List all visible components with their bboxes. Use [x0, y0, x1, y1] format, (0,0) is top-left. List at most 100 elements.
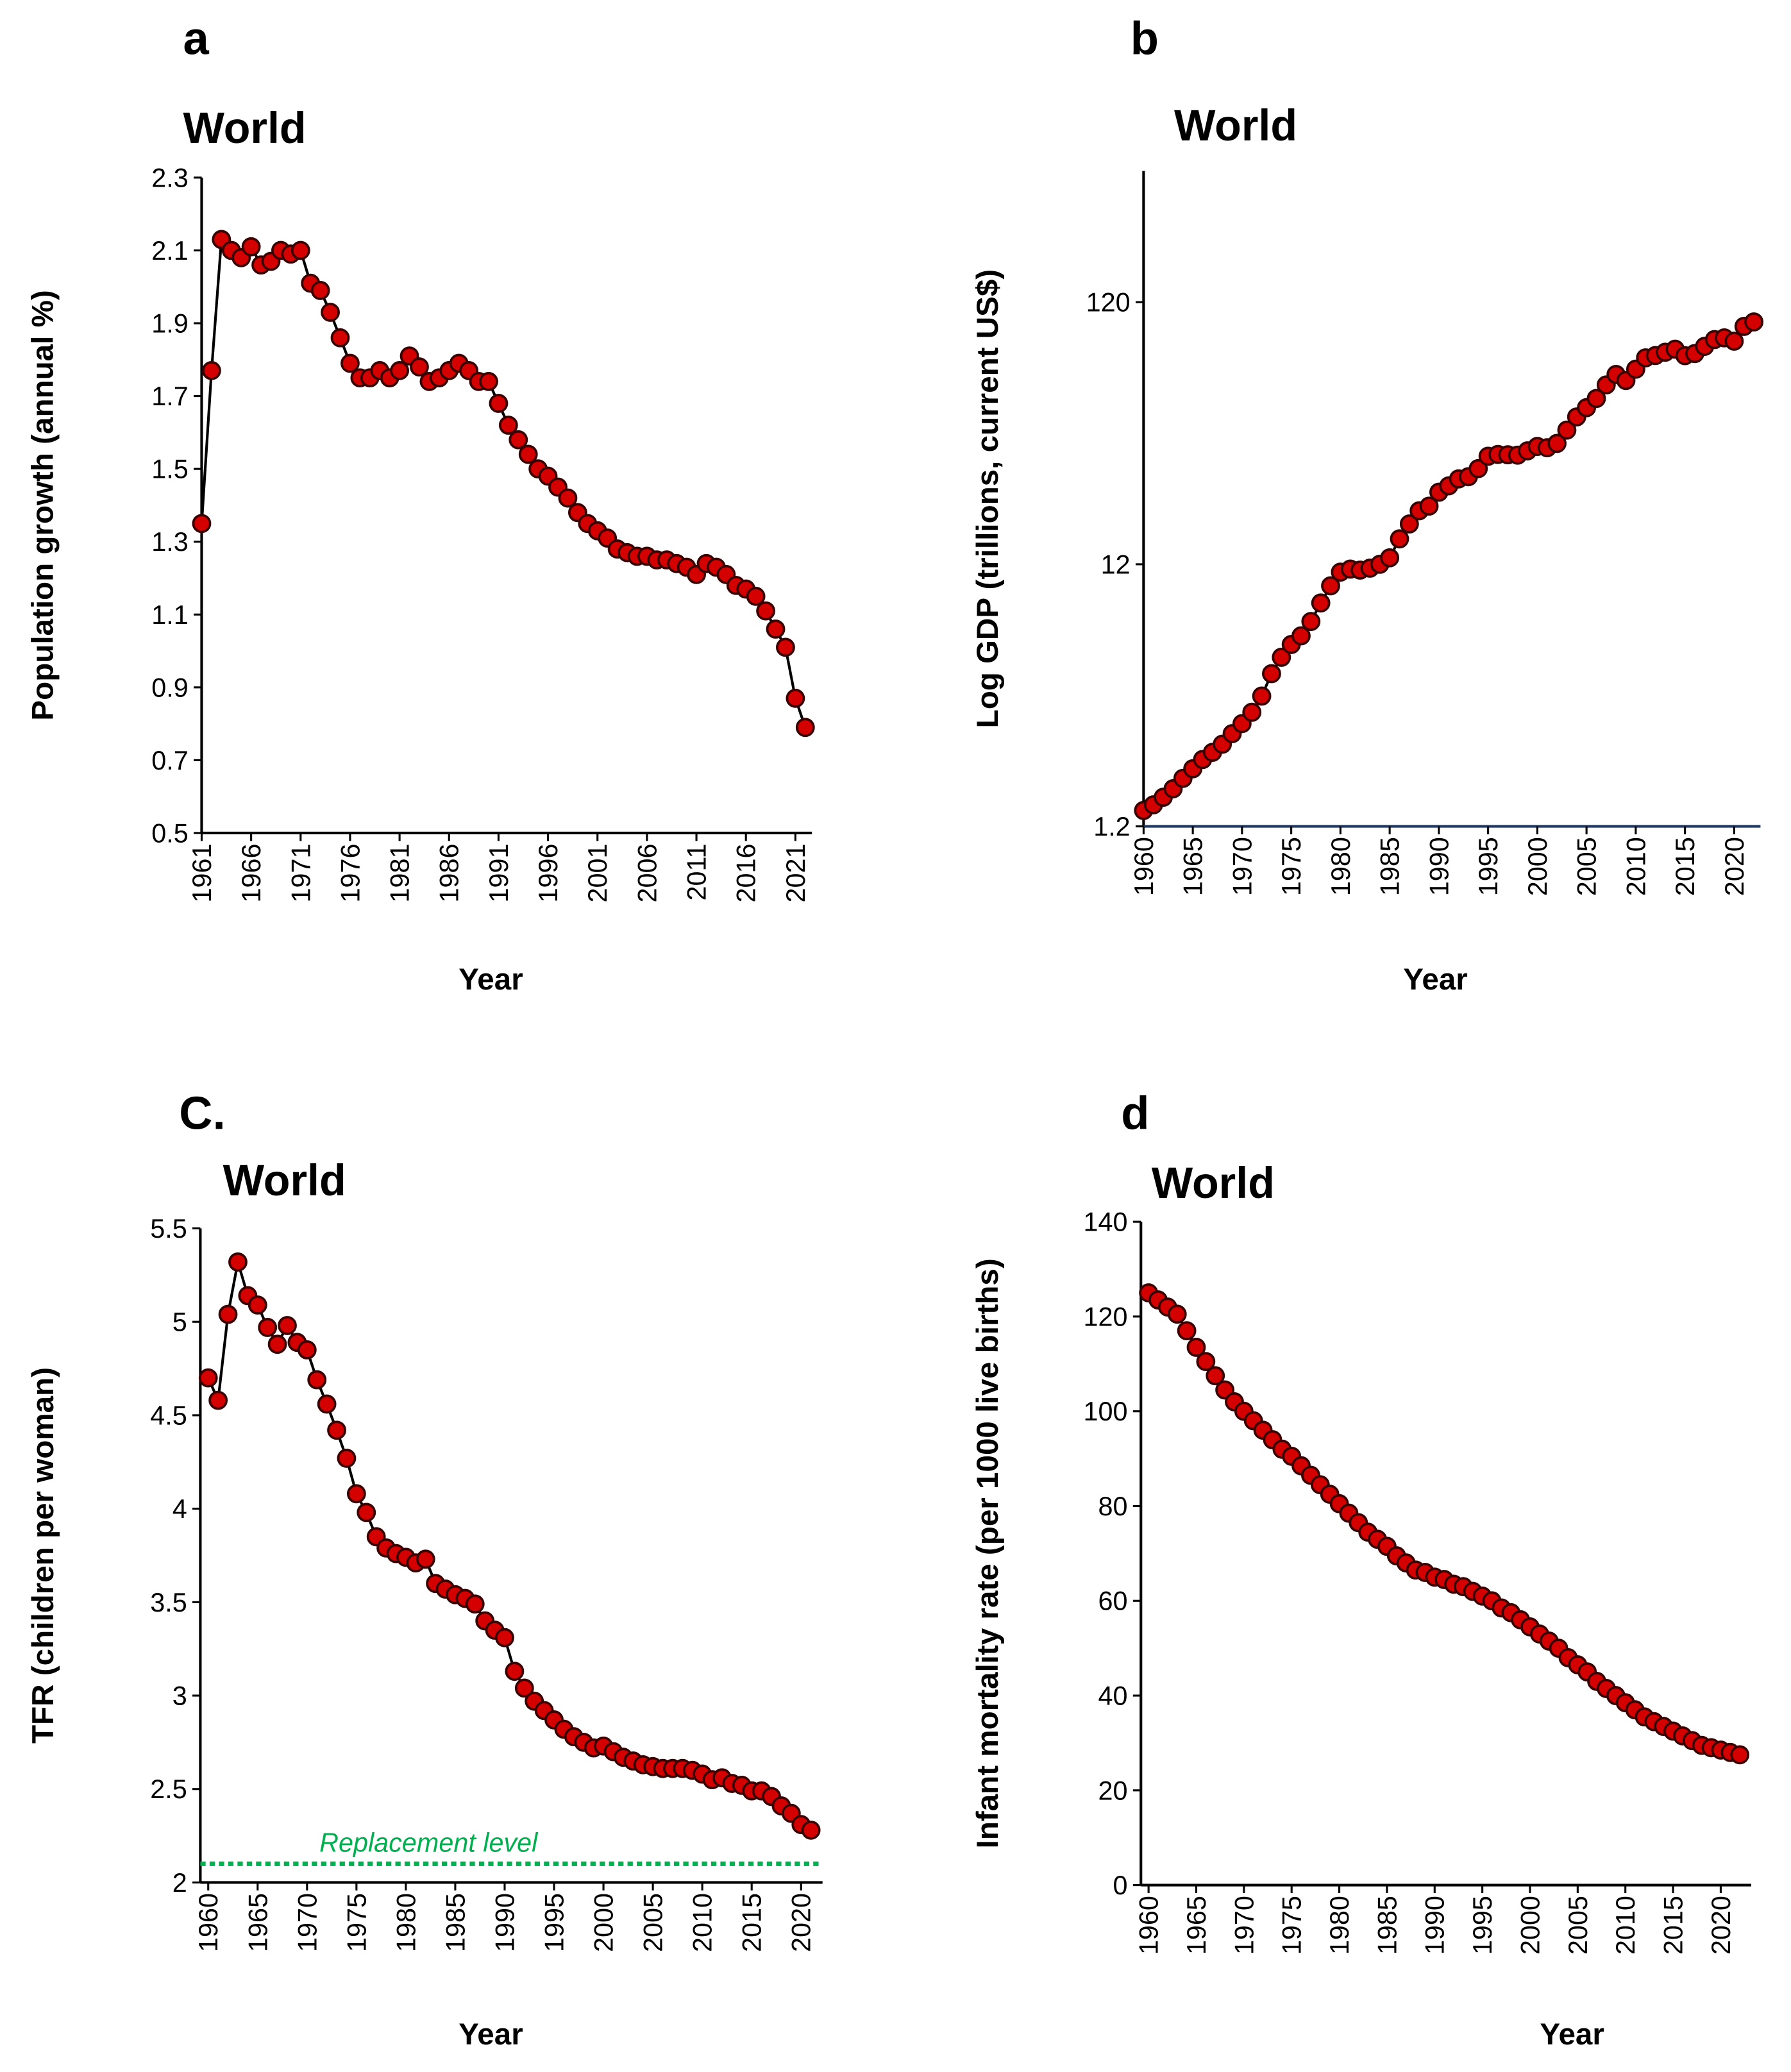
data-point — [1196, 1352, 1216, 1372]
data-point — [1730, 1745, 1750, 1765]
data-point — [1390, 529, 1409, 549]
x-axis-title: Year — [1540, 2017, 1604, 2051]
y-axis-title: Infant mortality rate (per 1000 live bir… — [971, 1258, 1005, 1848]
data-point — [337, 1449, 357, 1468]
data-point — [1321, 576, 1340, 596]
data-point — [1399, 514, 1419, 534]
x-tick-label: 1985 — [1372, 1896, 1402, 1955]
x-tick-label: 2000 — [1515, 1896, 1545, 1955]
y-tick-label: 0 — [1113, 1871, 1128, 1900]
data-point — [1262, 664, 1281, 684]
x-tick-label: 1970 — [1229, 1896, 1259, 1955]
data-point — [310, 281, 330, 300]
data-point — [248, 1295, 267, 1315]
x-tick-label: 2011 — [682, 844, 712, 901]
x-tick-label: 1980 — [1325, 1896, 1354, 1955]
data-point — [258, 1318, 278, 1337]
series-line — [200, 236, 807, 728]
y-tick-label: 1.5 — [151, 455, 189, 484]
data-point — [307, 1370, 327, 1390]
x-axis-title: Year — [458, 2017, 523, 2051]
x-tick-label: 2005 — [1572, 837, 1602, 896]
x-tick-label: 1995 — [1468, 1896, 1497, 1955]
data-point — [1206, 1366, 1225, 1386]
data-point — [330, 328, 350, 348]
y-tick-label: 3 — [172, 1681, 187, 1711]
data-point — [208, 1390, 228, 1410]
x-tick-label: 1995 — [1474, 837, 1503, 896]
y-tick-label: 12 — [1101, 550, 1131, 579]
x-tick-label: 2015 — [737, 1893, 767, 1952]
data-point — [766, 619, 786, 639]
x-tick-label: 1971 — [286, 844, 315, 903]
x-tick-label: 1995 — [540, 1893, 569, 1952]
x-tick-label: 2010 — [688, 1893, 718, 1952]
x-tick-label: 1970 — [292, 1893, 322, 1952]
data-point — [776, 637, 795, 657]
data-point — [801, 1820, 821, 1840]
y-tick-label: 0.7 — [151, 746, 189, 775]
y-tick-label: 60 — [1098, 1587, 1128, 1616]
data-point — [192, 514, 212, 534]
data-point — [267, 1335, 287, 1354]
chart-title: World — [223, 1156, 346, 1205]
data-point — [346, 1484, 366, 1504]
x-tick-label: 2020 — [1720, 837, 1749, 896]
data-point — [290, 240, 310, 260]
y-tick-label: 2.1 — [151, 236, 189, 265]
y-axis-title: Log GDP (trillions, current US$) — [971, 269, 1005, 729]
data-point — [514, 1678, 534, 1698]
x-tick-label: 2006 — [632, 844, 662, 903]
x-tick-label: 1965 — [243, 1893, 273, 1952]
reference-label: Replacement level — [319, 1828, 539, 1858]
x-axis-title: Year — [1403, 963, 1468, 997]
x-tick-label: 2020 — [787, 1893, 816, 1952]
x-tick-label: 2020 — [1706, 1896, 1736, 1955]
y-axis-title: TFR (children per woman) — [26, 1367, 60, 1744]
data-point — [1468, 459, 1488, 478]
x-tick-label: 2015 — [1670, 837, 1700, 896]
data-point — [357, 1503, 376, 1522]
data-point — [756, 601, 775, 621]
x-tick-label: 1960 — [194, 1893, 223, 1952]
y-tick-label: 120 — [1084, 1302, 1128, 1331]
data-point — [1242, 702, 1262, 722]
data-point — [1547, 434, 1567, 453]
data-point — [1380, 548, 1400, 568]
panel-label: a — [183, 13, 210, 65]
data-point — [327, 1420, 346, 1440]
x-tick-label: 2010 — [1621, 837, 1651, 896]
data-point — [228, 1252, 248, 1272]
y-tick-label: 1.7 — [151, 382, 189, 411]
y-tick-label: 80 — [1098, 1492, 1128, 1521]
data-point — [746, 586, 766, 606]
y-tick-label: 0.5 — [151, 818, 189, 848]
data-point — [321, 303, 340, 322]
y-tick-label: 4.5 — [150, 1401, 187, 1430]
x-tick-label: 1980 — [391, 1893, 421, 1952]
x-tick-label: 1981 — [385, 844, 415, 903]
y-tick-label: 1.1 — [151, 600, 189, 630]
panel-label: d — [1121, 1087, 1149, 1139]
x-tick-label: 1990 — [1420, 1896, 1450, 1955]
data-point — [410, 357, 429, 377]
y-tick-label: 3.5 — [150, 1588, 187, 1617]
chart-title: World — [1174, 101, 1297, 150]
x-tick-label: 2005 — [639, 1893, 668, 1952]
x-tick-label: 2001 — [583, 844, 612, 903]
x-tick-label: 1985 — [1375, 837, 1405, 896]
y-tick-label: 1.2 — [1093, 812, 1131, 841]
data-point — [416, 1549, 435, 1569]
data-point — [1291, 626, 1311, 646]
data-point — [1177, 1321, 1197, 1340]
data-point — [278, 1316, 297, 1335]
data-point — [218, 1304, 238, 1324]
y-tick-label: 5 — [172, 1308, 187, 1337]
x-tick-label: 1976 — [335, 844, 365, 903]
data-point — [341, 353, 360, 373]
data-point — [509, 430, 528, 450]
data-point — [558, 488, 578, 508]
data-point — [1272, 648, 1291, 667]
data-point — [1252, 686, 1272, 706]
panel-label: b — [1131, 13, 1159, 65]
